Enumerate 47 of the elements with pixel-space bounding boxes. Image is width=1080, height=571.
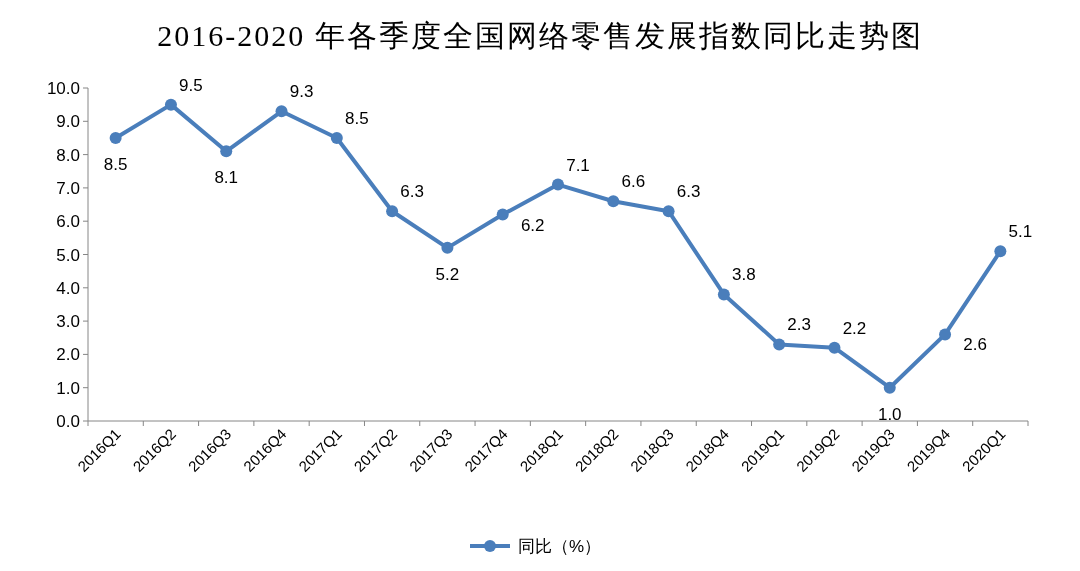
point bbox=[662, 205, 675, 218]
text: 9.3 bbox=[289, 82, 314, 102]
chart-title: 2016-2020 年各季度全国网络零售发展指数同比走势图 bbox=[157, 19, 923, 52]
text: 6.2 bbox=[520, 215, 545, 235]
text: 3.8 bbox=[732, 265, 756, 285]
point bbox=[994, 245, 1007, 258]
text: 6.3 bbox=[676, 182, 701, 202]
point bbox=[275, 105, 288, 118]
y-tick-label: 1.0 bbox=[56, 378, 80, 398]
point bbox=[330, 131, 343, 144]
point bbox=[939, 328, 952, 341]
point bbox=[773, 338, 786, 351]
y-tick-label: 10.0 bbox=[46, 79, 80, 98]
y-tick-label: 7.0 bbox=[56, 178, 80, 198]
y-tick-label: 5.0 bbox=[56, 245, 80, 265]
text: 2.6 bbox=[963, 335, 987, 355]
text: 9.5 bbox=[179, 75, 203, 95]
y-tick-label: 4.0 bbox=[56, 278, 80, 298]
y-tick-label: 9.0 bbox=[56, 112, 80, 132]
point bbox=[883, 381, 896, 394]
text: 5.1 bbox=[1008, 222, 1033, 242]
point bbox=[386, 205, 399, 218]
y-tick-label: 0.0 bbox=[56, 412, 80, 431]
point bbox=[828, 341, 841, 354]
point bbox=[717, 288, 730, 301]
point bbox=[607, 195, 620, 208]
point bbox=[220, 145, 233, 158]
legend-label: 同比（%） bbox=[518, 537, 602, 556]
point bbox=[552, 178, 564, 191]
y-tick-label: 6.0 bbox=[56, 212, 80, 232]
point bbox=[164, 98, 177, 111]
point bbox=[441, 241, 454, 254]
text: 2.2 bbox=[842, 318, 867, 338]
y-tick-label: 3.0 bbox=[56, 312, 80, 332]
text: 5.2 bbox=[435, 264, 460, 284]
text: 7.1 bbox=[566, 155, 590, 175]
text: 8.1 bbox=[214, 168, 239, 188]
y-tick-label: 2.0 bbox=[56, 345, 80, 365]
point bbox=[109, 131, 122, 144]
text: 8.5 bbox=[103, 154, 128, 174]
text: 2.3 bbox=[787, 315, 811, 335]
text: 1.0 bbox=[877, 404, 902, 424]
y-tick-label: 8.0 bbox=[56, 145, 80, 165]
text: 8.5 bbox=[345, 108, 369, 128]
point bbox=[496, 208, 509, 221]
text: 6.3 bbox=[400, 182, 424, 202]
text: 6.6 bbox=[621, 172, 646, 192]
